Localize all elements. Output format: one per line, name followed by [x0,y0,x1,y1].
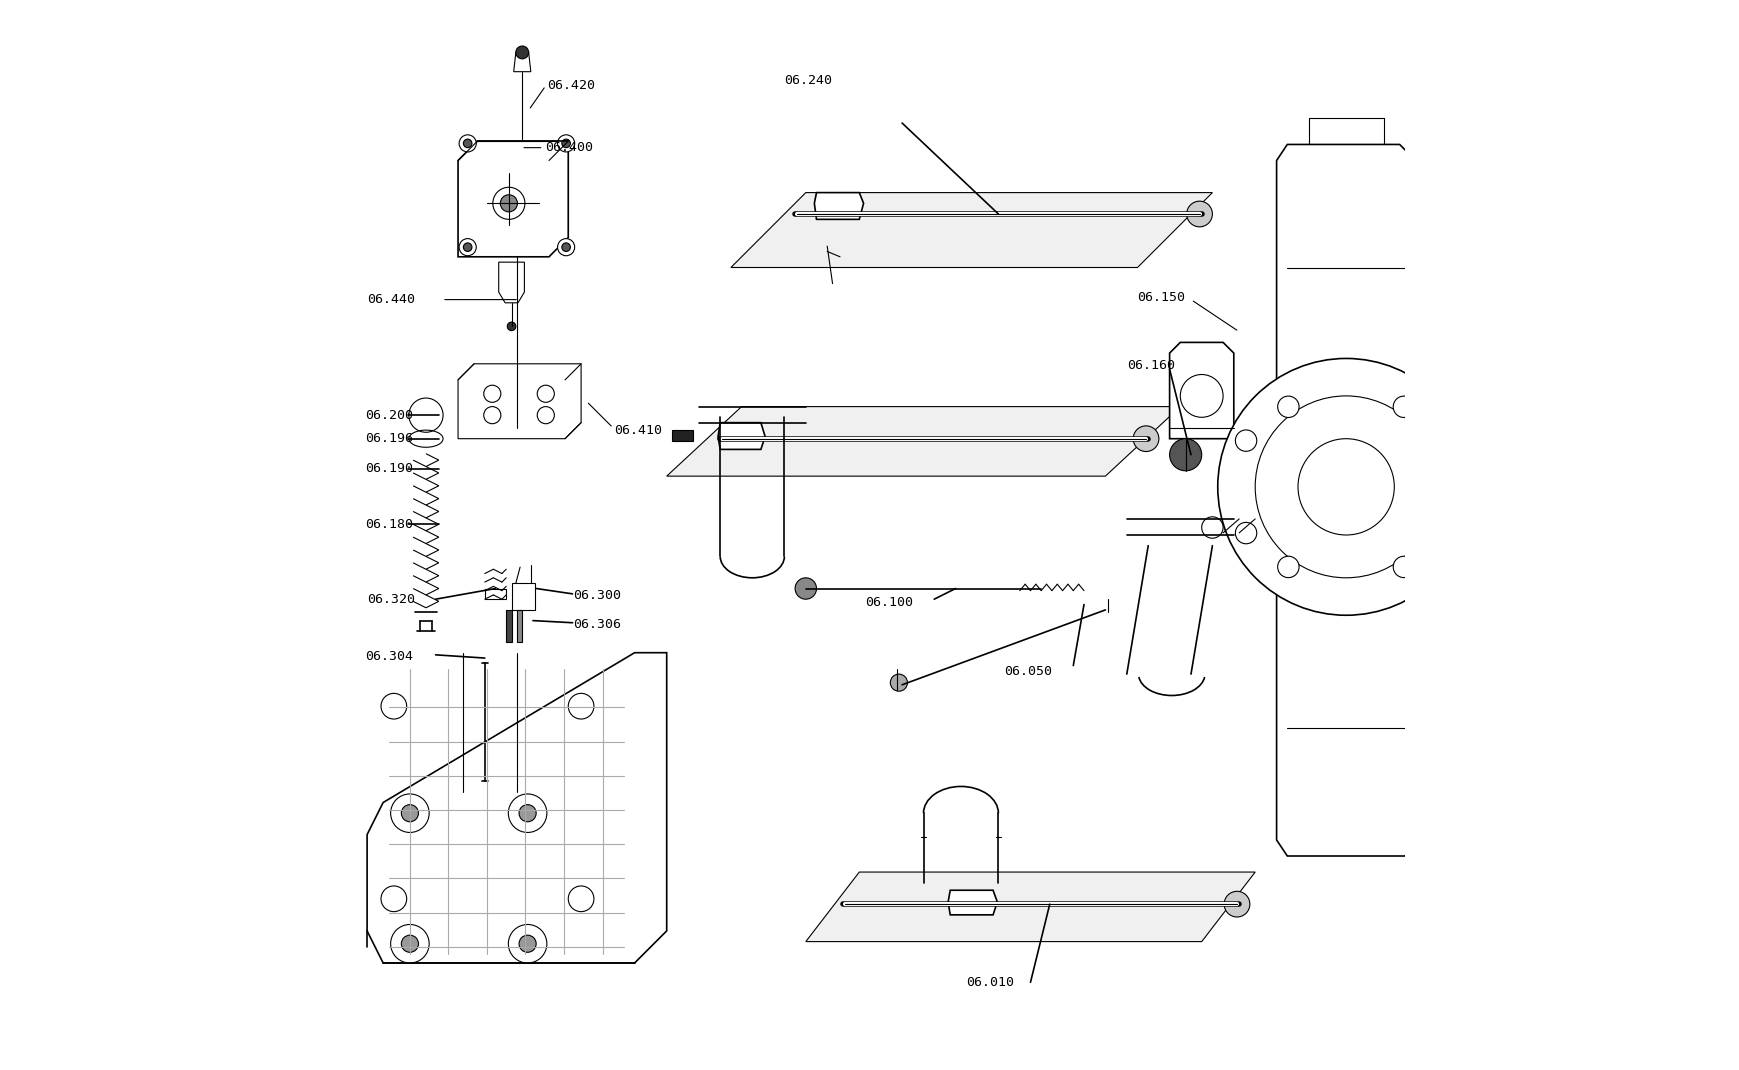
Text: 06.100: 06.100 [864,596,913,609]
Circle shape [556,239,574,256]
Polygon shape [367,653,666,963]
Text: 06.180: 06.180 [365,518,412,531]
Circle shape [459,135,476,152]
Circle shape [537,385,555,402]
Circle shape [409,398,443,432]
Circle shape [508,322,515,331]
Circle shape [562,139,570,148]
Circle shape [890,674,908,691]
Circle shape [537,407,555,424]
Circle shape [391,794,430,832]
Polygon shape [666,407,1179,476]
Circle shape [492,187,525,219]
Circle shape [515,46,529,59]
Circle shape [1435,430,1456,452]
Circle shape [1254,396,1436,578]
Circle shape [391,924,430,963]
Polygon shape [457,141,569,257]
Text: 06.420: 06.420 [546,79,595,92]
Text: 06.240: 06.240 [784,74,831,87]
Text: 06.410: 06.410 [614,424,663,437]
Circle shape [412,402,438,428]
Circle shape [562,243,570,251]
Bar [671,430,694,441]
Text: 06.440: 06.440 [367,293,416,306]
Circle shape [402,805,417,822]
Polygon shape [499,262,523,303]
Polygon shape [1169,342,1233,439]
Circle shape [1393,556,1414,578]
Circle shape [1224,891,1249,917]
Circle shape [463,243,471,251]
Circle shape [1202,517,1223,538]
Circle shape [518,805,536,822]
Circle shape [1297,439,1393,535]
Circle shape [381,886,407,912]
Text: 06.304: 06.304 [365,651,412,663]
Polygon shape [805,872,1254,942]
Circle shape [569,693,593,719]
Text: 06.010: 06.010 [965,976,1014,989]
Circle shape [569,886,593,912]
Circle shape [1217,358,1473,615]
Text: 06.320: 06.320 [367,593,416,606]
Circle shape [1393,396,1414,417]
Circle shape [795,578,816,599]
Text: 06.196: 06.196 [365,432,412,445]
Polygon shape [730,193,1212,268]
Circle shape [508,794,546,832]
Circle shape [381,693,407,719]
Bar [485,588,506,599]
Circle shape [1186,201,1212,227]
Text: 06.050: 06.050 [1003,666,1050,678]
Text: 06.300: 06.300 [574,590,621,602]
Text: 06.190: 06.190 [365,462,412,475]
Circle shape [1179,374,1223,417]
Text: 06.160: 06.160 [1127,360,1174,372]
Polygon shape [948,890,996,915]
Circle shape [483,385,501,402]
Circle shape [402,935,417,952]
Circle shape [459,239,476,256]
Circle shape [1169,439,1202,471]
Circle shape [483,407,501,424]
Polygon shape [513,52,530,72]
Circle shape [1235,522,1256,544]
Circle shape [1235,430,1256,452]
Circle shape [1276,396,1299,417]
Text: 06.200: 06.200 [365,409,412,422]
Circle shape [501,195,516,212]
Text: 06.150: 06.150 [1137,291,1184,304]
Bar [506,610,511,642]
Circle shape [463,139,471,148]
Circle shape [1132,426,1158,452]
Polygon shape [814,193,863,219]
Circle shape [1276,556,1299,578]
Circle shape [508,924,546,963]
Polygon shape [457,364,581,439]
Bar [516,610,522,642]
Polygon shape [718,423,765,449]
Circle shape [556,135,574,152]
Bar [511,583,536,610]
Polygon shape [1276,144,1416,856]
Text: 06.400: 06.400 [544,141,593,154]
Circle shape [1435,522,1456,544]
Text: 06.306: 06.306 [574,618,621,631]
Circle shape [518,935,536,952]
